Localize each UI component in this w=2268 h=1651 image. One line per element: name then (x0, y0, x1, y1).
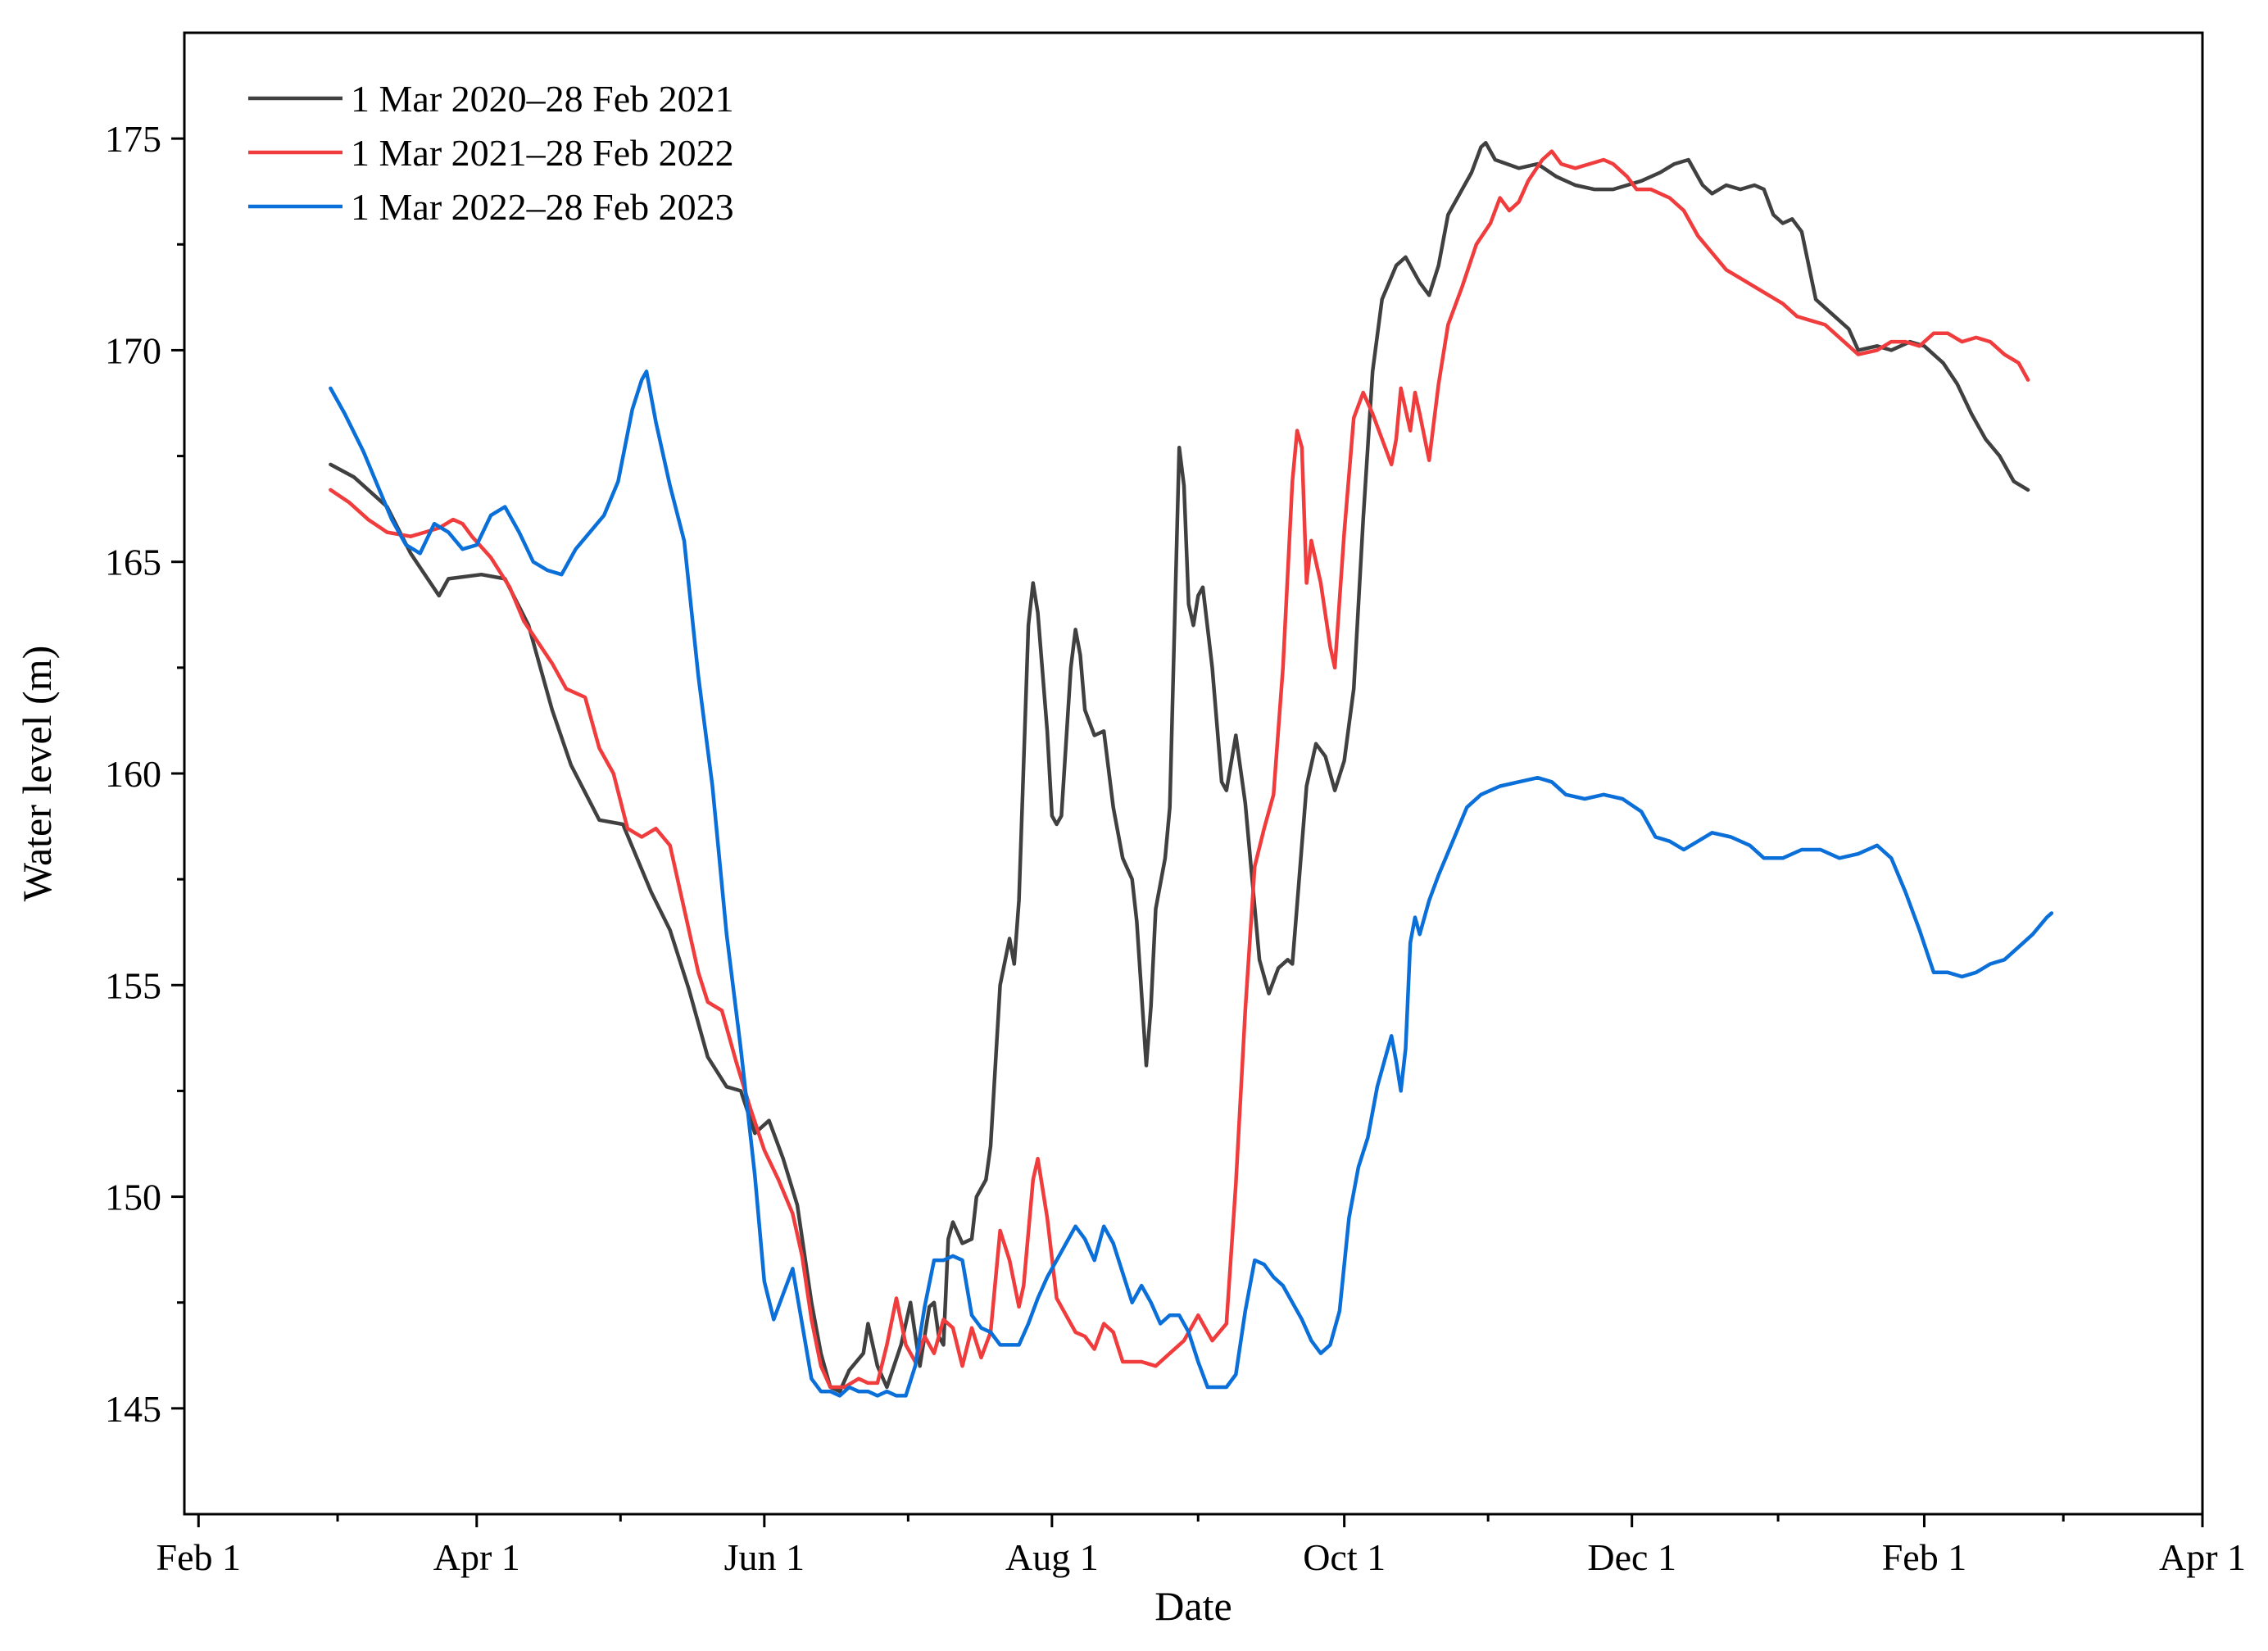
y-tick-label: 165 (105, 542, 161, 583)
y-tick-label: 160 (105, 753, 161, 795)
y-axis-title: Water level (m) (14, 646, 60, 901)
x-tick-label: Jun 1 (724, 1536, 805, 1578)
y-tick-label: 145 (105, 1388, 161, 1430)
series-line-1 (329, 141, 2030, 1394)
x-axis-title: Date (1154, 1583, 1232, 1629)
y-tick-label: 175 (105, 118, 161, 160)
x-tick-label: Apr 1 (2159, 1536, 2246, 1578)
x-tick-label: Oct 1 (1303, 1536, 1386, 1578)
y-tick-label: 170 (105, 329, 161, 371)
x-tick-label: Feb 1 (1882, 1536, 1967, 1578)
legend: 1 Mar 2020–28 Feb 2021 1 Mar 2021–28 Feb … (248, 78, 734, 228)
axes-layer: Feb 1 Apr 1 Jun 1 Aug 1 Oct 1 Dec 1 Feb 1 Apr 1… (105, 118, 2246, 1578)
series-line-3 (329, 370, 2054, 1398)
legend-label: 1 Mar 2020–28 Feb 2021 (351, 78, 734, 120)
legend-label: 1 Mar 2022–28 Feb 2023 (351, 186, 734, 228)
series-line-2 (329, 149, 2030, 1390)
series-layer (329, 141, 2054, 1398)
x-tick-label: Feb 1 (156, 1536, 242, 1578)
legend-label: 1 Mar 2021–28 Feb 2022 (351, 132, 734, 174)
x-tick-label: Apr 1 (433, 1536, 520, 1578)
y-tick-label: 155 (105, 964, 161, 1006)
x-tick-label: Dec 1 (1587, 1536, 1676, 1578)
y-tick-label: 150 (105, 1177, 161, 1218)
x-tick-label: Aug 1 (1005, 1536, 1099, 1578)
